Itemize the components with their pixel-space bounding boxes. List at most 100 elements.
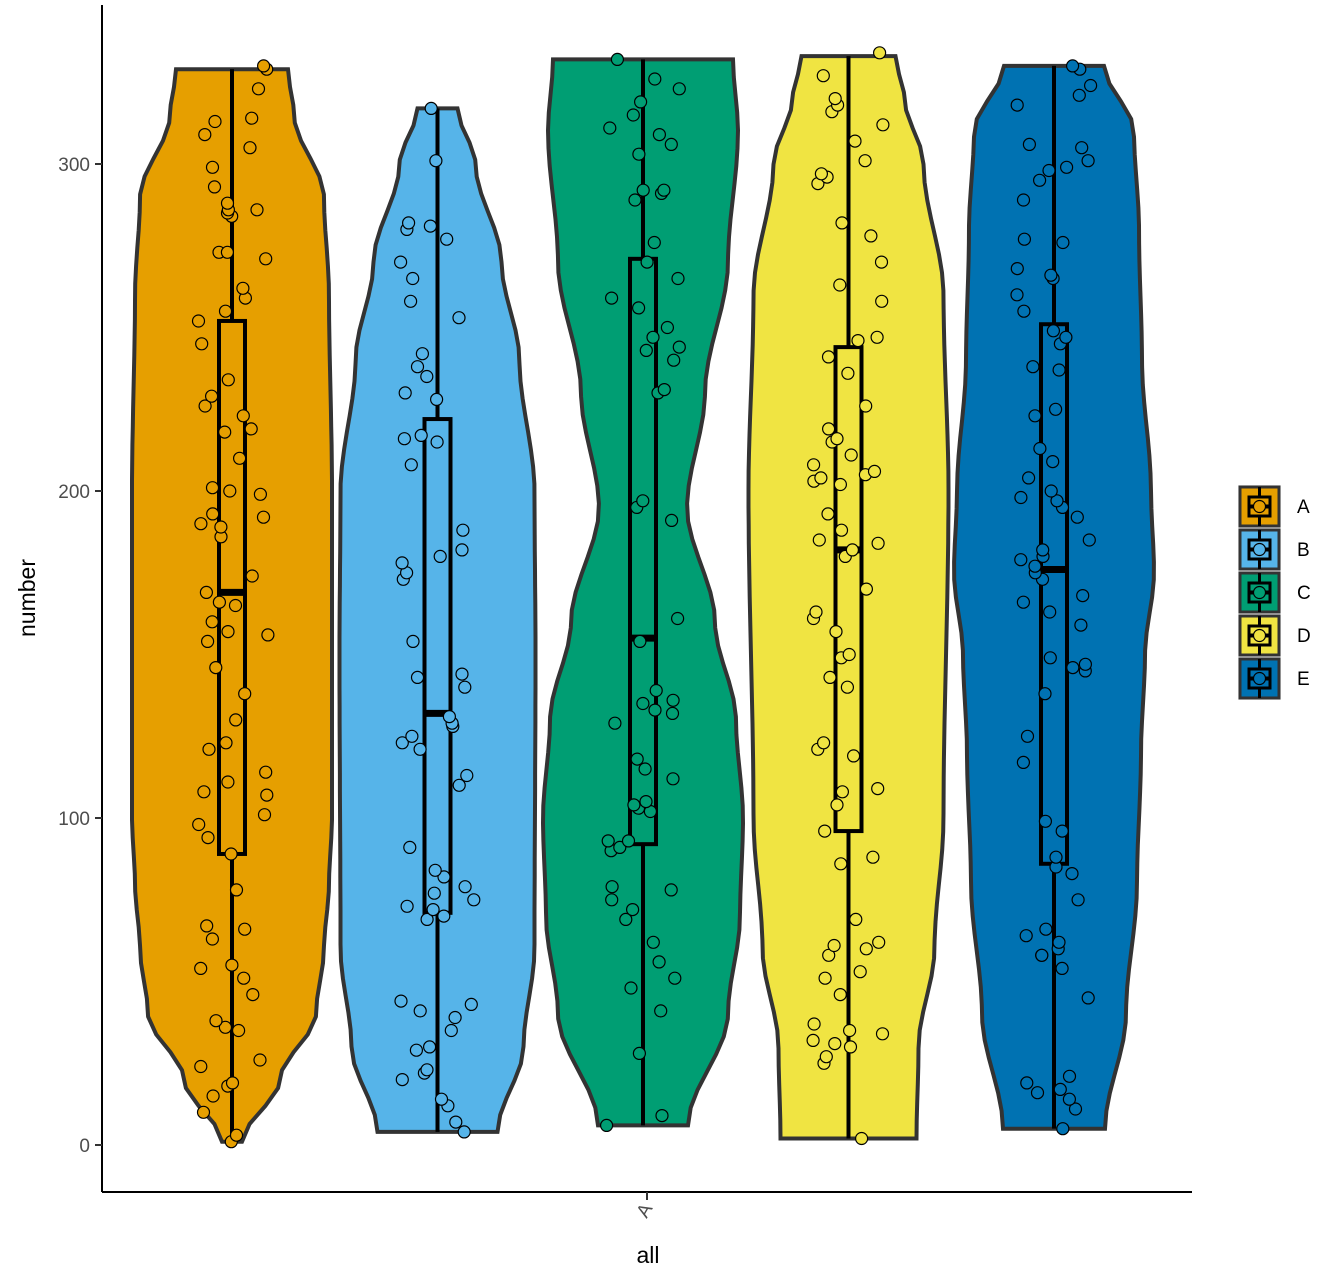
point-D	[827, 938, 841, 953]
point-A	[229, 1128, 244, 1142]
point-E	[1028, 409, 1042, 423]
point-B	[404, 294, 418, 308]
point-B	[398, 386, 412, 400]
point-A	[192, 817, 206, 832]
point-C	[636, 494, 650, 508]
point-C	[672, 340, 686, 354]
point-B	[394, 994, 408, 1008]
point-D	[840, 680, 855, 694]
point-A	[218, 425, 232, 439]
point-D	[818, 971, 832, 985]
point-C	[666, 693, 680, 707]
point-E	[1028, 559, 1042, 573]
point-A	[225, 958, 239, 972]
point-A	[205, 932, 219, 946]
point-B	[395, 1072, 409, 1087]
point-D	[844, 448, 858, 462]
point-B	[406, 634, 420, 649]
point-E	[1030, 1086, 1045, 1100]
point-E	[1020, 1076, 1034, 1090]
point-B	[402, 216, 416, 230]
point-A	[194, 517, 208, 531]
point-A	[221, 775, 235, 789]
point-C	[608, 716, 622, 730]
point-C	[668, 971, 682, 985]
point-B	[426, 902, 440, 917]
point-E	[1043, 651, 1057, 665]
point-B	[437, 870, 451, 884]
point-C	[627, 798, 641, 812]
point-D	[814, 167, 829, 181]
point-C	[605, 880, 619, 894]
point-E	[1016, 193, 1031, 207]
point-C	[626, 108, 640, 122]
point-B	[457, 1125, 471, 1139]
point-D	[819, 1050, 833, 1064]
point-B	[458, 680, 472, 694]
point-A	[202, 742, 216, 756]
point-B	[452, 311, 466, 325]
point-B	[420, 912, 434, 927]
point-A	[229, 713, 243, 727]
point-D	[859, 582, 874, 596]
point-E	[1010, 98, 1024, 112]
point-A	[218, 304, 233, 318]
point-A	[244, 422, 258, 436]
point-C	[605, 893, 619, 907]
point-A	[205, 389, 219, 403]
point-E	[1059, 330, 1073, 344]
point-A	[250, 203, 264, 217]
point-A	[218, 1020, 232, 1034]
point-C	[664, 137, 678, 151]
point-E	[1044, 268, 1058, 282]
point-D	[871, 536, 885, 550]
point-B	[395, 556, 409, 570]
point-D	[828, 91, 842, 106]
point-D	[841, 366, 855, 380]
point-C	[664, 513, 679, 528]
point-C	[652, 955, 666, 969]
point-E	[1010, 262, 1024, 276]
point-A	[206, 507, 220, 521]
point-D	[835, 216, 849, 230]
point-A	[233, 451, 247, 465]
point-B	[448, 1010, 462, 1025]
point-D	[821, 507, 835, 521]
y-axis-title: number	[14, 559, 40, 637]
point-A	[199, 585, 213, 600]
point-B	[444, 1023, 458, 1038]
legend-point	[1252, 671, 1267, 686]
point-B	[397, 432, 411, 446]
point-C	[671, 271, 685, 286]
point-E	[1062, 1069, 1077, 1083]
legend-point	[1252, 628, 1267, 643]
point-C	[639, 343, 653, 357]
point-E	[1055, 961, 1069, 976]
legend-label-C: C	[1297, 583, 1311, 604]
point-D	[823, 670, 837, 685]
point-C	[632, 1046, 647, 1061]
point-A	[209, 1014, 223, 1028]
point-D	[814, 471, 828, 485]
x-tick-label: A	[633, 1200, 658, 1222]
point-E	[1068, 1102, 1083, 1116]
point-A	[206, 1089, 220, 1103]
point-E	[1066, 660, 1080, 675]
point-A	[221, 373, 235, 387]
point-B	[395, 736, 409, 750]
point-B	[413, 742, 427, 756]
point-D	[829, 624, 843, 639]
point-D	[809, 605, 823, 619]
point-D	[834, 523, 849, 537]
point-C	[657, 183, 671, 197]
point-A	[236, 281, 250, 295]
point-D	[848, 134, 862, 148]
point-A	[236, 409, 250, 423]
point-C	[610, 52, 625, 67]
point-D	[835, 785, 850, 799]
point-A	[201, 830, 215, 845]
point-E	[1016, 755, 1031, 770]
box-B	[422, 417, 453, 915]
jitter-points-layer	[191, 46, 1098, 1149]
point-C	[619, 912, 633, 927]
